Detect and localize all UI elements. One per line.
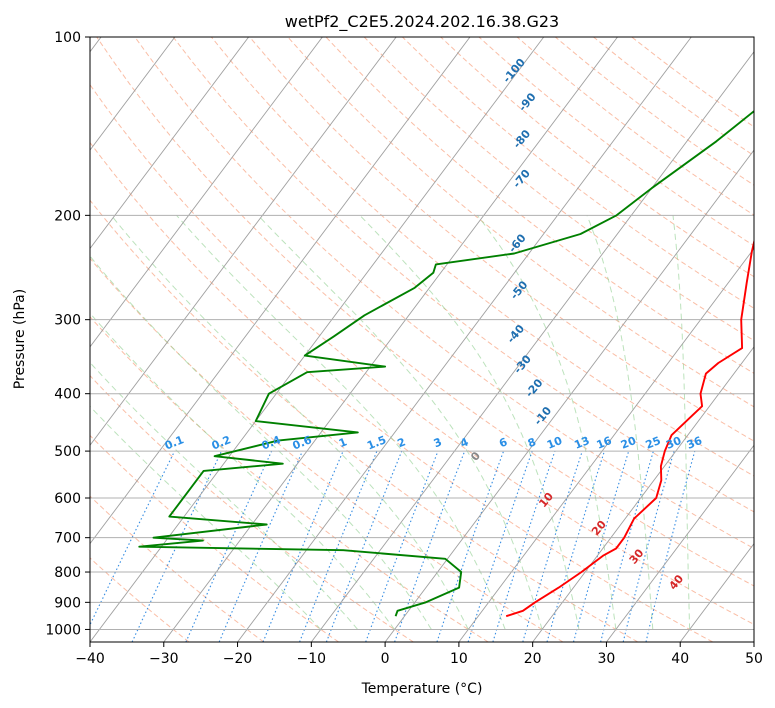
y-axis: 100 200 300 400 500 600 700 800 900 1000 — [45, 30, 90, 638]
x-axis-label: Temperature (°C) — [361, 681, 483, 697]
mixing-ratio-line — [467, 450, 533, 642]
y-tick-label: 100 — [54, 30, 81, 46]
dewpoint-line — [138, 110, 754, 617]
isotherm-line — [90, 37, 249, 250]
isotherm-line — [90, 37, 176, 151]
mixing-ratio-label: 10 — [545, 434, 564, 452]
plot-frame — [89, 36, 755, 643]
dry-adiabat-line — [402, 37, 754, 309]
mixing-ratio-line — [622, 450, 675, 642]
y-axis-label: Pressure (hPa) — [12, 289, 28, 389]
dry-adiabat-line — [211, 37, 754, 477]
isotherm-line — [606, 444, 754, 642]
isotherm-line — [384, 149, 754, 642]
mixing-ratio-line — [492, 450, 556, 642]
isotherm-line — [753, 641, 754, 642]
moist-adiabat-line — [90, 312, 395, 630]
mixing-ratio-line — [365, 450, 439, 642]
y-tick-label: 800 — [54, 565, 81, 581]
x-tick-label: −30 — [149, 651, 179, 667]
x-axis: −40 −30 −20 −10 0 10 20 30 40 50 — [75, 642, 763, 667]
profile-series — [138, 110, 754, 618]
x-tick-label: 40 — [671, 651, 689, 667]
temperature-line — [505, 238, 754, 618]
dry-adiabat-line — [90, 141, 713, 642]
mixing-ratio-line — [218, 450, 304, 642]
dry-adiabat-line — [249, 37, 754, 442]
x-tick-label: −10 — [297, 651, 327, 667]
dry-adiabat-line — [363, 37, 754, 342]
mixing-ratio-line — [262, 450, 344, 642]
isotherm-line — [532, 346, 754, 642]
y-tick-label: 1000 — [45, 622, 81, 638]
mixing-ratio-label: 36 — [685, 434, 704, 452]
x-tick-label: 10 — [450, 651, 468, 667]
y-tick-label: 500 — [54, 444, 81, 460]
isotherm-lines — [90, 37, 754, 642]
y-tick-label: 400 — [54, 387, 81, 403]
mixing-ratio-line — [185, 450, 273, 642]
mixing-ratio-line — [325, 450, 403, 642]
mixing-ratio-label: 8 — [526, 435, 538, 450]
isotherm-line — [90, 37, 323, 348]
mixing-ratio-line — [299, 450, 378, 642]
mixing-ratio-label: 3 — [432, 435, 444, 450]
x-tick-label: 0 — [381, 651, 390, 667]
isotherm-line — [163, 37, 618, 642]
dry-adiabat-line — [90, 434, 339, 642]
mixing-ratio-line — [572, 450, 630, 642]
x-tick-label: −20 — [223, 651, 253, 667]
isotherm-line — [90, 37, 397, 447]
mixing-ratio-line — [522, 450, 583, 642]
x-tick-label: 20 — [524, 651, 542, 667]
isotherm-line — [90, 37, 471, 545]
isotherm-line — [458, 247, 754, 642]
y-tick-label: 600 — [54, 491, 81, 507]
y-tick-label: 900 — [54, 595, 81, 611]
mixing-ratio-line — [546, 450, 605, 642]
mixing-ratio-label: 1 — [337, 435, 349, 450]
dry-adiabat-line — [90, 257, 564, 642]
mixing-ratio-label: 2 — [395, 435, 407, 450]
dry-adiabat-line — [90, 83, 754, 625]
dry-adiabat-line — [90, 315, 489, 642]
mixing-ratio-label: 20 — [619, 434, 638, 452]
dry-adiabat-line — [90, 557, 190, 642]
dry-adiabat-line — [90, 199, 639, 642]
isotherm-line — [310, 51, 754, 642]
moist-adiabat-line — [176, 214, 506, 630]
x-tick-label: −40 — [75, 651, 105, 667]
x-tick-label: 30 — [598, 651, 616, 667]
mixing-ratio-label: 16 — [595, 434, 614, 452]
isotherm-line — [90, 37, 545, 642]
y-tick-label: 700 — [54, 531, 81, 547]
dry-adiabat-line — [172, 37, 754, 513]
pressure-gridlines — [90, 37, 754, 630]
y-tick-label: 200 — [54, 208, 81, 224]
mixing-ratio-line — [436, 450, 505, 642]
mixing-ratio-label: 13 — [572, 434, 591, 452]
x-tick-label: 50 — [745, 651, 763, 667]
moist-adiabat-line — [90, 255, 432, 630]
mixing-ratio-label: 30 — [664, 434, 683, 452]
mixing-ratio-label: 25 — [644, 434, 663, 452]
mixing-ratio-line — [600, 450, 654, 642]
chart-title: wetPf2_C2E5.2024.202.16.38.G23 — [285, 12, 559, 32]
y-tick-label: 300 — [54, 313, 81, 329]
isotherm-line — [237, 37, 692, 642]
